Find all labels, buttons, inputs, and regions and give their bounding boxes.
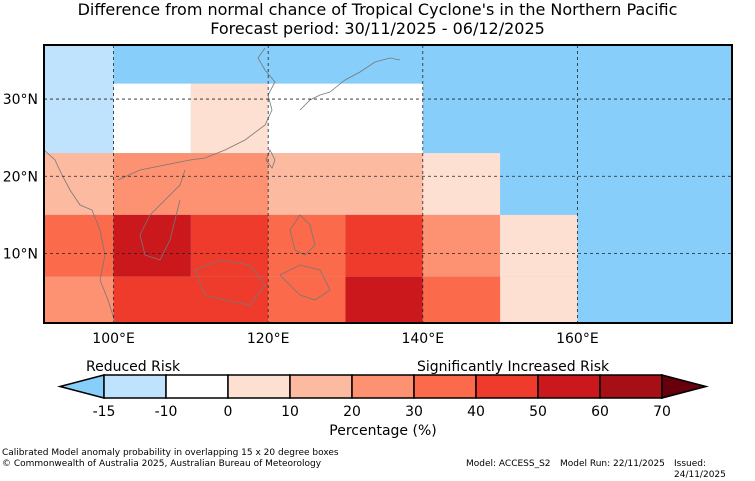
forecast-period: Forecast period: 30/11/2025 - 06/12/2025: [210, 19, 545, 38]
footer-model: Model: ACCESS_S2: [466, 459, 551, 469]
colorbar-swatch: [537, 374, 601, 399]
footer-model-run: Model Run: 22/11/2025: [560, 459, 665, 469]
anomaly-cell: [44, 276, 114, 323]
colorbar-swatch: [413, 374, 477, 399]
colorbar: [57, 374, 709, 399]
colorbar-swatch: [351, 374, 415, 399]
anomaly-cell: [190, 83, 269, 154]
anomaly-cell: [422, 214, 501, 277]
longitude-label: 160°E: [556, 331, 599, 347]
anomaly-cell: [500, 276, 578, 323]
colorbar-tick-label: 20: [343, 404, 361, 420]
latitude-labels: 30°N 20°N 10°N: [3, 92, 38, 262]
colorbar-tick-label: 50: [529, 404, 547, 420]
anomaly-cell: [500, 214, 578, 277]
colorbar-under-arrow: [57, 374, 105, 399]
colorbar-tick-label: -15: [93, 404, 116, 420]
colorbar-swatch: [165, 374, 229, 399]
anomaly-cell: [44, 45, 114, 154]
colorbar-tick-label: 60: [591, 404, 609, 420]
longitude-label: 140°E: [401, 331, 444, 347]
anomaly-cell: [113, 214, 191, 277]
map-figure: 30°N 20°N 10°N 100°E 120°E 140°E 160°E Reduce…: [3, 44, 733, 439]
reduced-risk-label: Reduced Risk: [86, 359, 181, 375]
longitude-label: 120°E: [247, 331, 290, 347]
anomaly-cell: [44, 153, 114, 215]
anomaly-cell: [113, 153, 269, 215]
longitude-label: 100°E: [92, 331, 135, 347]
colorbar-tick-label: 70: [653, 404, 671, 420]
map-frame: [43, 44, 733, 324]
longitude-labels: 100°E 120°E 140°E 160°E: [92, 331, 598, 347]
anomaly-cell: [113, 276, 269, 323]
footer-description: Calibrated Model anomaly probability in …: [2, 448, 339, 458]
colorbar-swatch: [103, 374, 167, 399]
coastlines: [43, 47, 401, 323]
colorbar-tick-label: 0: [224, 404, 233, 420]
latitude-label: 10°N: [3, 247, 38, 263]
anomaly-grid: [44, 45, 732, 323]
latitude-label: 20°N: [3, 169, 38, 185]
anomaly-cell: [268, 83, 423, 154]
anomaly-cell: [268, 153, 423, 215]
colorbar-xlabel: Percentage (%): [329, 423, 436, 439]
anomaly-cell: [268, 214, 346, 277]
colorbar-tick-label: -10: [155, 404, 178, 420]
anomaly-cell: [422, 276, 501, 323]
footer-issued: Issued: 24/11/2025: [674, 459, 726, 480]
colorbar-ticks: -15 -10 0 10 20 30 40 50 60 70: [93, 404, 671, 420]
colorbar-over-arrow: [661, 374, 709, 399]
colorbar-swatch: [475, 374, 539, 399]
anomaly-cell: [44, 214, 114, 277]
map-title: Difference from normal chance of Tropica…: [77, 0, 678, 19]
anomaly-cell: [345, 276, 423, 323]
footer-copyright: © Commonwealth of Australia 2025, Austra…: [2, 459, 322, 469]
colorbar-swatch: [227, 374, 291, 399]
anomaly-cell: [345, 214, 423, 277]
latitude-label: 30°N: [3, 92, 38, 108]
gridlines: [44, 45, 732, 323]
anomaly-cell: [113, 83, 191, 154]
colorbar-tick-label: 10: [281, 404, 299, 420]
colorbar-swatch: [289, 374, 353, 399]
increased-risk-label: Significantly Increased Risk: [417, 359, 610, 375]
anomaly-cell: [268, 276, 346, 323]
colorbar-swatch: [599, 374, 663, 399]
colorbar-tick-label: 40: [467, 404, 485, 420]
anomaly-cell: [422, 153, 501, 215]
colorbar-tick-label: 30: [405, 404, 423, 420]
